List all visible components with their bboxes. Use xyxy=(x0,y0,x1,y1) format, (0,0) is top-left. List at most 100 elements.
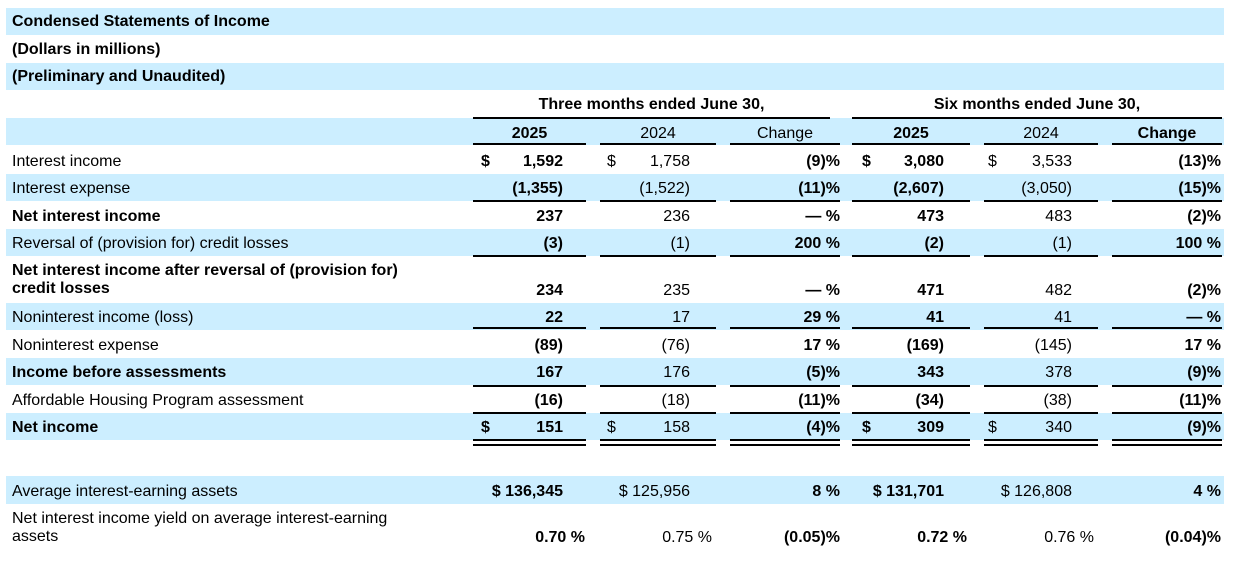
units-note: (Dollars in millions) xyxy=(12,41,161,58)
cell-value: — % xyxy=(1186,309,1221,326)
dollar-sign: $ xyxy=(481,153,490,170)
cell-value: (1) xyxy=(1052,235,1072,252)
dollar-sign: $ xyxy=(988,153,997,170)
rule-line xyxy=(984,385,1098,387)
row-label: Net income xyxy=(12,419,99,436)
rule-line xyxy=(1112,385,1222,387)
rule-line xyxy=(730,439,840,441)
rule-line xyxy=(473,255,586,257)
cell-value: 3,080 xyxy=(903,153,944,170)
cell-value: (2)% xyxy=(1187,208,1221,225)
cell-value: 22 xyxy=(545,309,563,326)
rule-line xyxy=(1112,200,1222,202)
row-shading xyxy=(6,8,1224,35)
rule-line xyxy=(852,327,970,329)
cell-value: 41 xyxy=(1054,309,1072,326)
cell-value: (1) xyxy=(670,235,690,252)
rule-line xyxy=(1112,255,1222,257)
rule-line xyxy=(852,444,970,446)
cell-value: (13)% xyxy=(1178,153,1221,170)
rule-line xyxy=(984,439,1098,441)
rule-line xyxy=(473,327,586,329)
rule-line xyxy=(984,200,1098,202)
row-shading xyxy=(6,118,1224,145)
cell-value: (2,607) xyxy=(893,180,944,197)
rule-line xyxy=(852,439,970,441)
rule-line xyxy=(730,412,840,414)
statement-title: Condensed Statements of Income xyxy=(12,13,270,30)
rule-line xyxy=(730,200,840,202)
cell-value: 378 xyxy=(1045,364,1072,381)
rule-line xyxy=(600,200,716,202)
cell-value: (11)% xyxy=(798,392,840,409)
rule-line xyxy=(1112,412,1222,414)
prelim-note: (Preliminary and Unaudited) xyxy=(12,68,226,85)
cell-value: 167 xyxy=(536,364,563,381)
cell-value: (89) xyxy=(534,337,563,354)
rule-line xyxy=(984,327,1098,329)
rule-line xyxy=(852,117,1222,119)
cell-value: 17 % xyxy=(1184,337,1221,354)
cell-value: 0.75 % xyxy=(662,529,712,546)
rule-line xyxy=(1112,444,1222,446)
cell-value: 41 xyxy=(926,309,944,326)
column-header: 2025 xyxy=(893,125,929,142)
column-header: 2024 xyxy=(640,125,676,142)
cell-value: (76) xyxy=(661,337,690,354)
rule-line xyxy=(984,412,1098,414)
row-label: Net interest income yield on average int… xyxy=(12,510,388,527)
cell-value: $ 125,956 xyxy=(618,483,690,500)
cell-value: 473 xyxy=(917,208,944,225)
row-shading xyxy=(6,63,1224,90)
cell-value: $ 131,701 xyxy=(872,483,944,500)
rule-line xyxy=(730,143,840,145)
cell-value: 176 xyxy=(663,364,690,381)
row-label: Noninterest income (loss) xyxy=(12,309,194,326)
cell-value: (38) xyxy=(1043,392,1072,409)
row-label: credit losses xyxy=(12,280,110,297)
cell-value: 17 % xyxy=(803,337,840,354)
rule-line xyxy=(984,143,1098,145)
column-header: 2024 xyxy=(1023,125,1059,142)
rule-line xyxy=(730,327,840,329)
row-label: Affordable Housing Program assessment xyxy=(12,392,304,409)
cell-value: 3,533 xyxy=(1031,153,1072,170)
row-label: Net interest income after reversal of (p… xyxy=(12,262,398,279)
period-header: Three months ended June 30, xyxy=(538,96,765,113)
cell-value: (18) xyxy=(661,392,690,409)
cell-value: 151 xyxy=(536,419,563,436)
column-header: Change xyxy=(1137,125,1197,142)
dollar-sign: $ xyxy=(607,419,616,436)
rule-line xyxy=(600,412,716,414)
dollar-sign: $ xyxy=(862,153,871,170)
row-label: Net interest income xyxy=(12,208,161,225)
cell-value: (145) xyxy=(1034,337,1072,354)
cell-value: 0.76 % xyxy=(1044,529,1094,546)
row-label: Income before assessments xyxy=(12,364,227,381)
rule-line xyxy=(852,200,970,202)
rule-line xyxy=(1112,327,1222,329)
row-shading xyxy=(6,358,1224,385)
column-header: Change xyxy=(756,125,814,142)
cell-value: 309 xyxy=(917,419,944,436)
cell-value: 200 % xyxy=(794,235,840,252)
rule-line xyxy=(600,255,716,257)
cell-value: 236 xyxy=(663,208,690,225)
rule-line xyxy=(473,143,586,145)
dollar-sign: $ xyxy=(988,419,997,436)
cell-value: 234 xyxy=(536,282,563,299)
row-label: Reversal of (provision for) credit losse… xyxy=(12,235,289,252)
cell-value: 1,592 xyxy=(522,153,563,170)
rule-line xyxy=(473,439,586,441)
cell-value: 1,758 xyxy=(649,153,690,170)
cell-value: (4)% xyxy=(806,419,840,436)
dollar-sign: $ xyxy=(862,419,871,436)
cell-value: — % xyxy=(805,282,840,299)
row-shading xyxy=(6,476,1224,504)
period-header: Six months ended June 30, xyxy=(933,96,1141,113)
row-label: assets xyxy=(12,528,59,545)
cell-value: (5)% xyxy=(806,364,840,381)
cell-value: (34) xyxy=(915,392,944,409)
rule-line xyxy=(473,412,586,414)
row-label: Noninterest expense xyxy=(12,337,159,354)
